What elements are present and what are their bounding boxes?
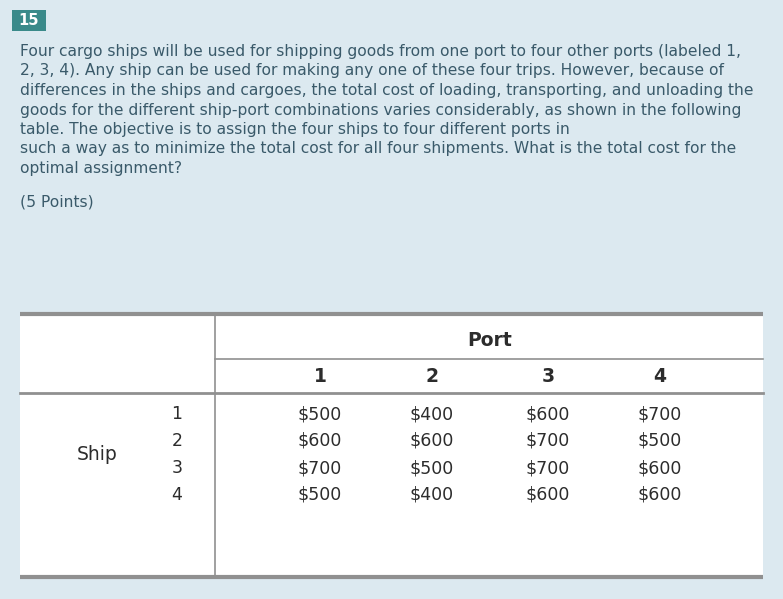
Text: goods for the different ship-port combinations varies considerably, as shown in : goods for the different ship-port combin… [20, 102, 742, 117]
Text: $700: $700 [526, 459, 570, 477]
Text: 3: 3 [171, 459, 182, 477]
Text: $400: $400 [410, 405, 454, 423]
Text: $600: $600 [638, 459, 682, 477]
Text: $500: $500 [410, 459, 454, 477]
Text: $500: $500 [298, 405, 342, 423]
Text: $400: $400 [410, 486, 454, 504]
Text: $600: $600 [526, 405, 570, 423]
Text: $500: $500 [298, 486, 342, 504]
Text: 1: 1 [313, 368, 327, 386]
Text: $600: $600 [638, 486, 682, 504]
Text: Four cargo ships will be used for shipping goods from one port to four other por: Four cargo ships will be used for shippi… [20, 44, 741, 59]
Text: $600: $600 [526, 486, 570, 504]
Text: 15: 15 [19, 13, 39, 28]
Text: 1: 1 [171, 405, 182, 423]
Text: 4: 4 [654, 368, 666, 386]
Text: $700: $700 [526, 432, 570, 450]
Text: differences in the ships and cargoes, the total cost of loading, transporting, a: differences in the ships and cargoes, th… [20, 83, 753, 98]
Text: $600: $600 [298, 432, 342, 450]
Text: table. The objective is to assign the four ships to four different ports in: table. The objective is to assign the fo… [20, 122, 570, 137]
Text: 2: 2 [171, 432, 182, 450]
FancyBboxPatch shape [12, 10, 46, 31]
Text: 3: 3 [541, 368, 554, 386]
Text: (5 Points): (5 Points) [20, 195, 94, 210]
FancyBboxPatch shape [20, 314, 763, 577]
Text: $700: $700 [298, 459, 342, 477]
Text: 2, 3, 4). Any ship can be used for making any one of these four trips. However, : 2, 3, 4). Any ship can be used for makin… [20, 63, 724, 78]
Text: such a way as to minimize the total cost for all four shipments. What is the tot: such a way as to minimize the total cost… [20, 141, 736, 156]
Text: 2: 2 [425, 368, 438, 386]
Text: $600: $600 [410, 432, 454, 450]
Text: Port: Port [467, 331, 512, 350]
Text: $500: $500 [638, 432, 682, 450]
Text: optimal assignment?: optimal assignment? [20, 161, 182, 176]
Text: 4: 4 [171, 486, 182, 504]
Text: Ship: Ship [77, 445, 118, 464]
Text: $700: $700 [638, 405, 682, 423]
